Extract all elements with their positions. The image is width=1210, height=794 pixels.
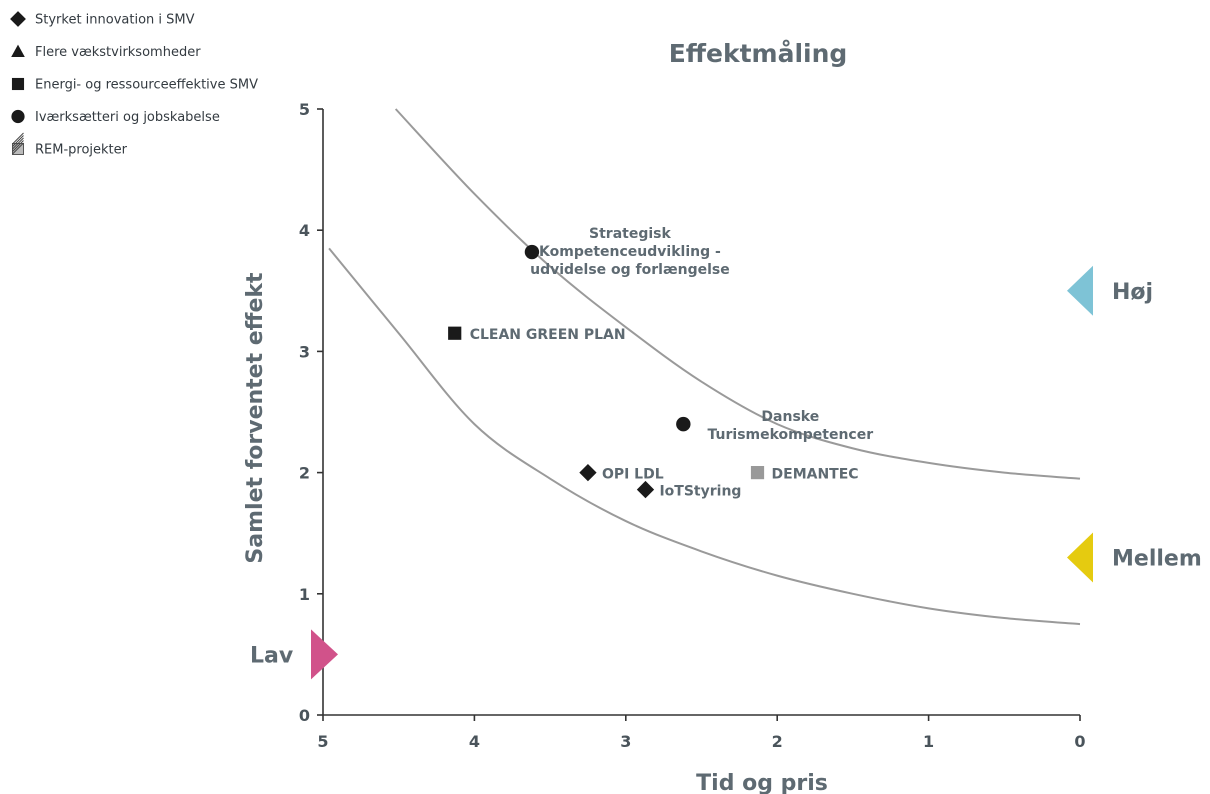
x-tick-label: 1: [923, 732, 934, 751]
y-tick-label: 3: [299, 342, 310, 361]
curve-lower: [328, 247, 1081, 626]
level-label: Høj: [1112, 280, 1153, 305]
x-tick-label: 2: [772, 732, 783, 751]
curves: [328, 108, 1081, 626]
legend-label: REM-projekter: [35, 143, 128, 158]
data-label: udvidelse og forlængelse: [530, 262, 730, 278]
legend-diamond-icon: [10, 11, 26, 27]
y-axis-title: Samlet forventet effekt: [243, 272, 268, 564]
curve-upper: [394, 108, 1081, 480]
y-tick-label: 0: [299, 706, 310, 725]
data-point-diamond: [579, 463, 597, 482]
level-høj-marker: [1067, 265, 1093, 316]
x-tick-label: 5: [317, 732, 328, 751]
data-label: CLEAN GREEN PLAN: [470, 327, 626, 343]
data-label: Turismekompetencer: [708, 427, 874, 443]
data-label: Danske: [761, 409, 819, 425]
y-tick-label: 1: [299, 585, 310, 604]
x-axis-title: Tid og pris: [696, 771, 828, 794]
data-point-square: [448, 326, 462, 340]
legend-hatched-icon: [12, 132, 24, 155]
y-tick-label: 2: [299, 464, 310, 483]
legend-label: Iværksætteri og jobskabelse: [35, 110, 220, 125]
legend-label: Styrket innovation i SMV: [35, 13, 195, 28]
legend-triangle-icon: [11, 44, 25, 57]
y-tick-label: 5: [299, 100, 310, 119]
chart-title: Effektmåling: [669, 39, 848, 68]
x-tick-label: 4: [469, 732, 480, 751]
level-lav-marker: [311, 629, 338, 680]
data-point-diamond: [636, 480, 655, 499]
level-markers: Høj Mellem Lav: [250, 265, 1202, 680]
level-label: Lav: [250, 643, 294, 668]
legend-circle-icon: [11, 109, 25, 124]
data-label: OPI LDL: [602, 467, 664, 483]
data-label: Kompetenceudvikling -: [539, 244, 721, 260]
legend-label: Energi- og ressourceeffektive SMV: [35, 78, 258, 93]
y-tick-label: 4: [299, 221, 310, 240]
level-mellem-marker: [1067, 532, 1093, 583]
data-point-square: [750, 466, 765, 480]
legend-label: Flere vækstvirksomheder: [35, 45, 201, 60]
data-point-circle: [524, 244, 540, 260]
x-tick-label: 0: [1074, 732, 1085, 751]
level-label: Mellem: [1112, 546, 1202, 571]
data-label: DEMANTEC: [772, 467, 859, 483]
legend: Styrket innovation i SMV Flere vækstvirks…: [10, 11, 258, 158]
axes: 0 1 2 3 4 5 5 4 3 2 1 0: [299, 100, 1086, 751]
x-tick-label: 3: [620, 732, 631, 751]
data-point-circle: [676, 416, 691, 432]
data-label: IoTStyring: [659, 484, 741, 500]
data-label: Strategisk: [589, 226, 671, 242]
legend-square-icon: [11, 77, 25, 91]
data-points: Strategisk Kompetenceudvikling - udvidelse…: [448, 226, 873, 500]
